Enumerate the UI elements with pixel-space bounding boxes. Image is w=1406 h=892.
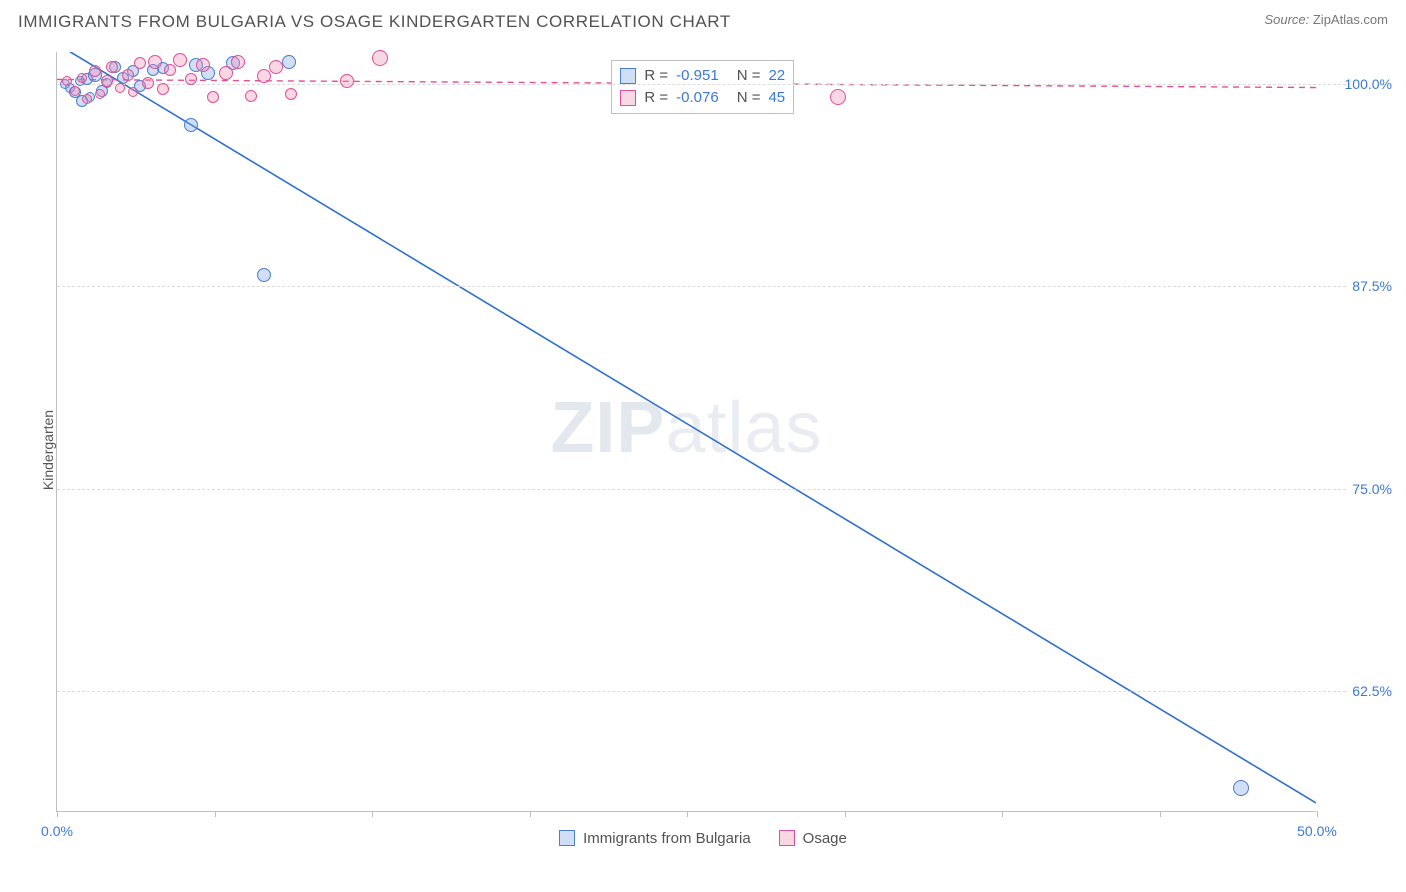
- legend-label: Osage: [803, 830, 847, 847]
- chart-title: IMMIGRANTS FROM BULGARIA VS OSAGE KINDER…: [18, 12, 731, 31]
- data-point: [157, 83, 169, 95]
- data-point: [257, 69, 271, 83]
- stat-n-label: N =: [737, 87, 761, 109]
- gridline: [57, 286, 1346, 287]
- stat-r-value: -0.076: [676, 87, 719, 109]
- data-point: [185, 73, 197, 85]
- x-tick: [530, 811, 531, 817]
- stat-n-value: 45: [768, 87, 785, 109]
- legend-item-osage: Osage: [779, 830, 847, 847]
- data-point: [106, 61, 118, 73]
- source-attribution: Source: ZipAtlas.com: [1264, 12, 1388, 27]
- data-point: [282, 55, 296, 69]
- legend-swatch: [620, 90, 636, 106]
- data-point: [196, 58, 210, 72]
- x-tick: [1002, 811, 1003, 817]
- data-point: [62, 76, 72, 86]
- stats-legend: R =-0.951N =22R =-0.076N =45: [611, 60, 794, 114]
- legend-swatch: [559, 830, 575, 846]
- correlation-chart: Kindergarten ZIPatlas R =-0.951N =22R =-…: [0, 44, 1406, 856]
- data-point: [95, 89, 105, 99]
- data-point: [122, 69, 134, 81]
- data-point: [128, 87, 138, 97]
- x-tick: [845, 811, 846, 817]
- gridline: [57, 691, 1346, 692]
- data-point: [134, 57, 146, 69]
- data-point: [82, 94, 92, 104]
- legend-item-bulgaria: Immigrants from Bulgaria: [559, 830, 751, 847]
- x-tick: [57, 811, 58, 817]
- series-legend: Immigrants from Bulgaria Osage: [0, 830, 1406, 851]
- y-tick-label: 75.0%: [1332, 481, 1392, 497]
- y-tick-label: 100.0%: [1332, 76, 1392, 92]
- x-tick: [372, 811, 373, 817]
- stat-r-label: R =: [644, 87, 668, 109]
- stat-row-osage: R = -0.076 N = 45: [620, 87, 785, 109]
- data-point: [142, 77, 154, 89]
- data-point: [340, 74, 354, 88]
- data-point: [70, 86, 80, 96]
- y-axis-label: Kindergarten: [40, 410, 56, 490]
- data-point: [257, 268, 271, 282]
- x-tick: [215, 811, 216, 817]
- data-point: [285, 88, 297, 100]
- plot-area: ZIPatlas R =-0.951N =22R =-0.076N =45 62…: [56, 52, 1316, 812]
- data-point: [148, 55, 162, 69]
- data-point: [219, 66, 233, 80]
- gridline: [57, 84, 1346, 85]
- x-tick: [687, 811, 688, 817]
- data-point: [269, 60, 283, 74]
- data-point: [77, 73, 87, 83]
- gridline: [57, 489, 1346, 490]
- data-point: [89, 65, 101, 77]
- data-point: [115, 83, 125, 93]
- x-tick: [1160, 811, 1161, 817]
- y-tick-label: 87.5%: [1332, 278, 1392, 294]
- data-point: [1233, 780, 1249, 796]
- data-point: [101, 75, 113, 87]
- data-point: [245, 90, 257, 102]
- data-point: [184, 118, 198, 132]
- legend-label: Immigrants from Bulgaria: [583, 830, 751, 847]
- legend-swatch: [779, 830, 795, 846]
- watermark: ZIPatlas: [550, 386, 822, 468]
- x-tick: [1317, 811, 1318, 817]
- data-point: [207, 91, 219, 103]
- data-point: [830, 89, 846, 105]
- data-point: [372, 50, 388, 66]
- legend-swatch: [620, 68, 636, 84]
- data-point: [164, 64, 176, 76]
- data-point: [173, 53, 187, 67]
- y-tick-label: 62.5%: [1332, 683, 1392, 699]
- data-point: [231, 55, 245, 69]
